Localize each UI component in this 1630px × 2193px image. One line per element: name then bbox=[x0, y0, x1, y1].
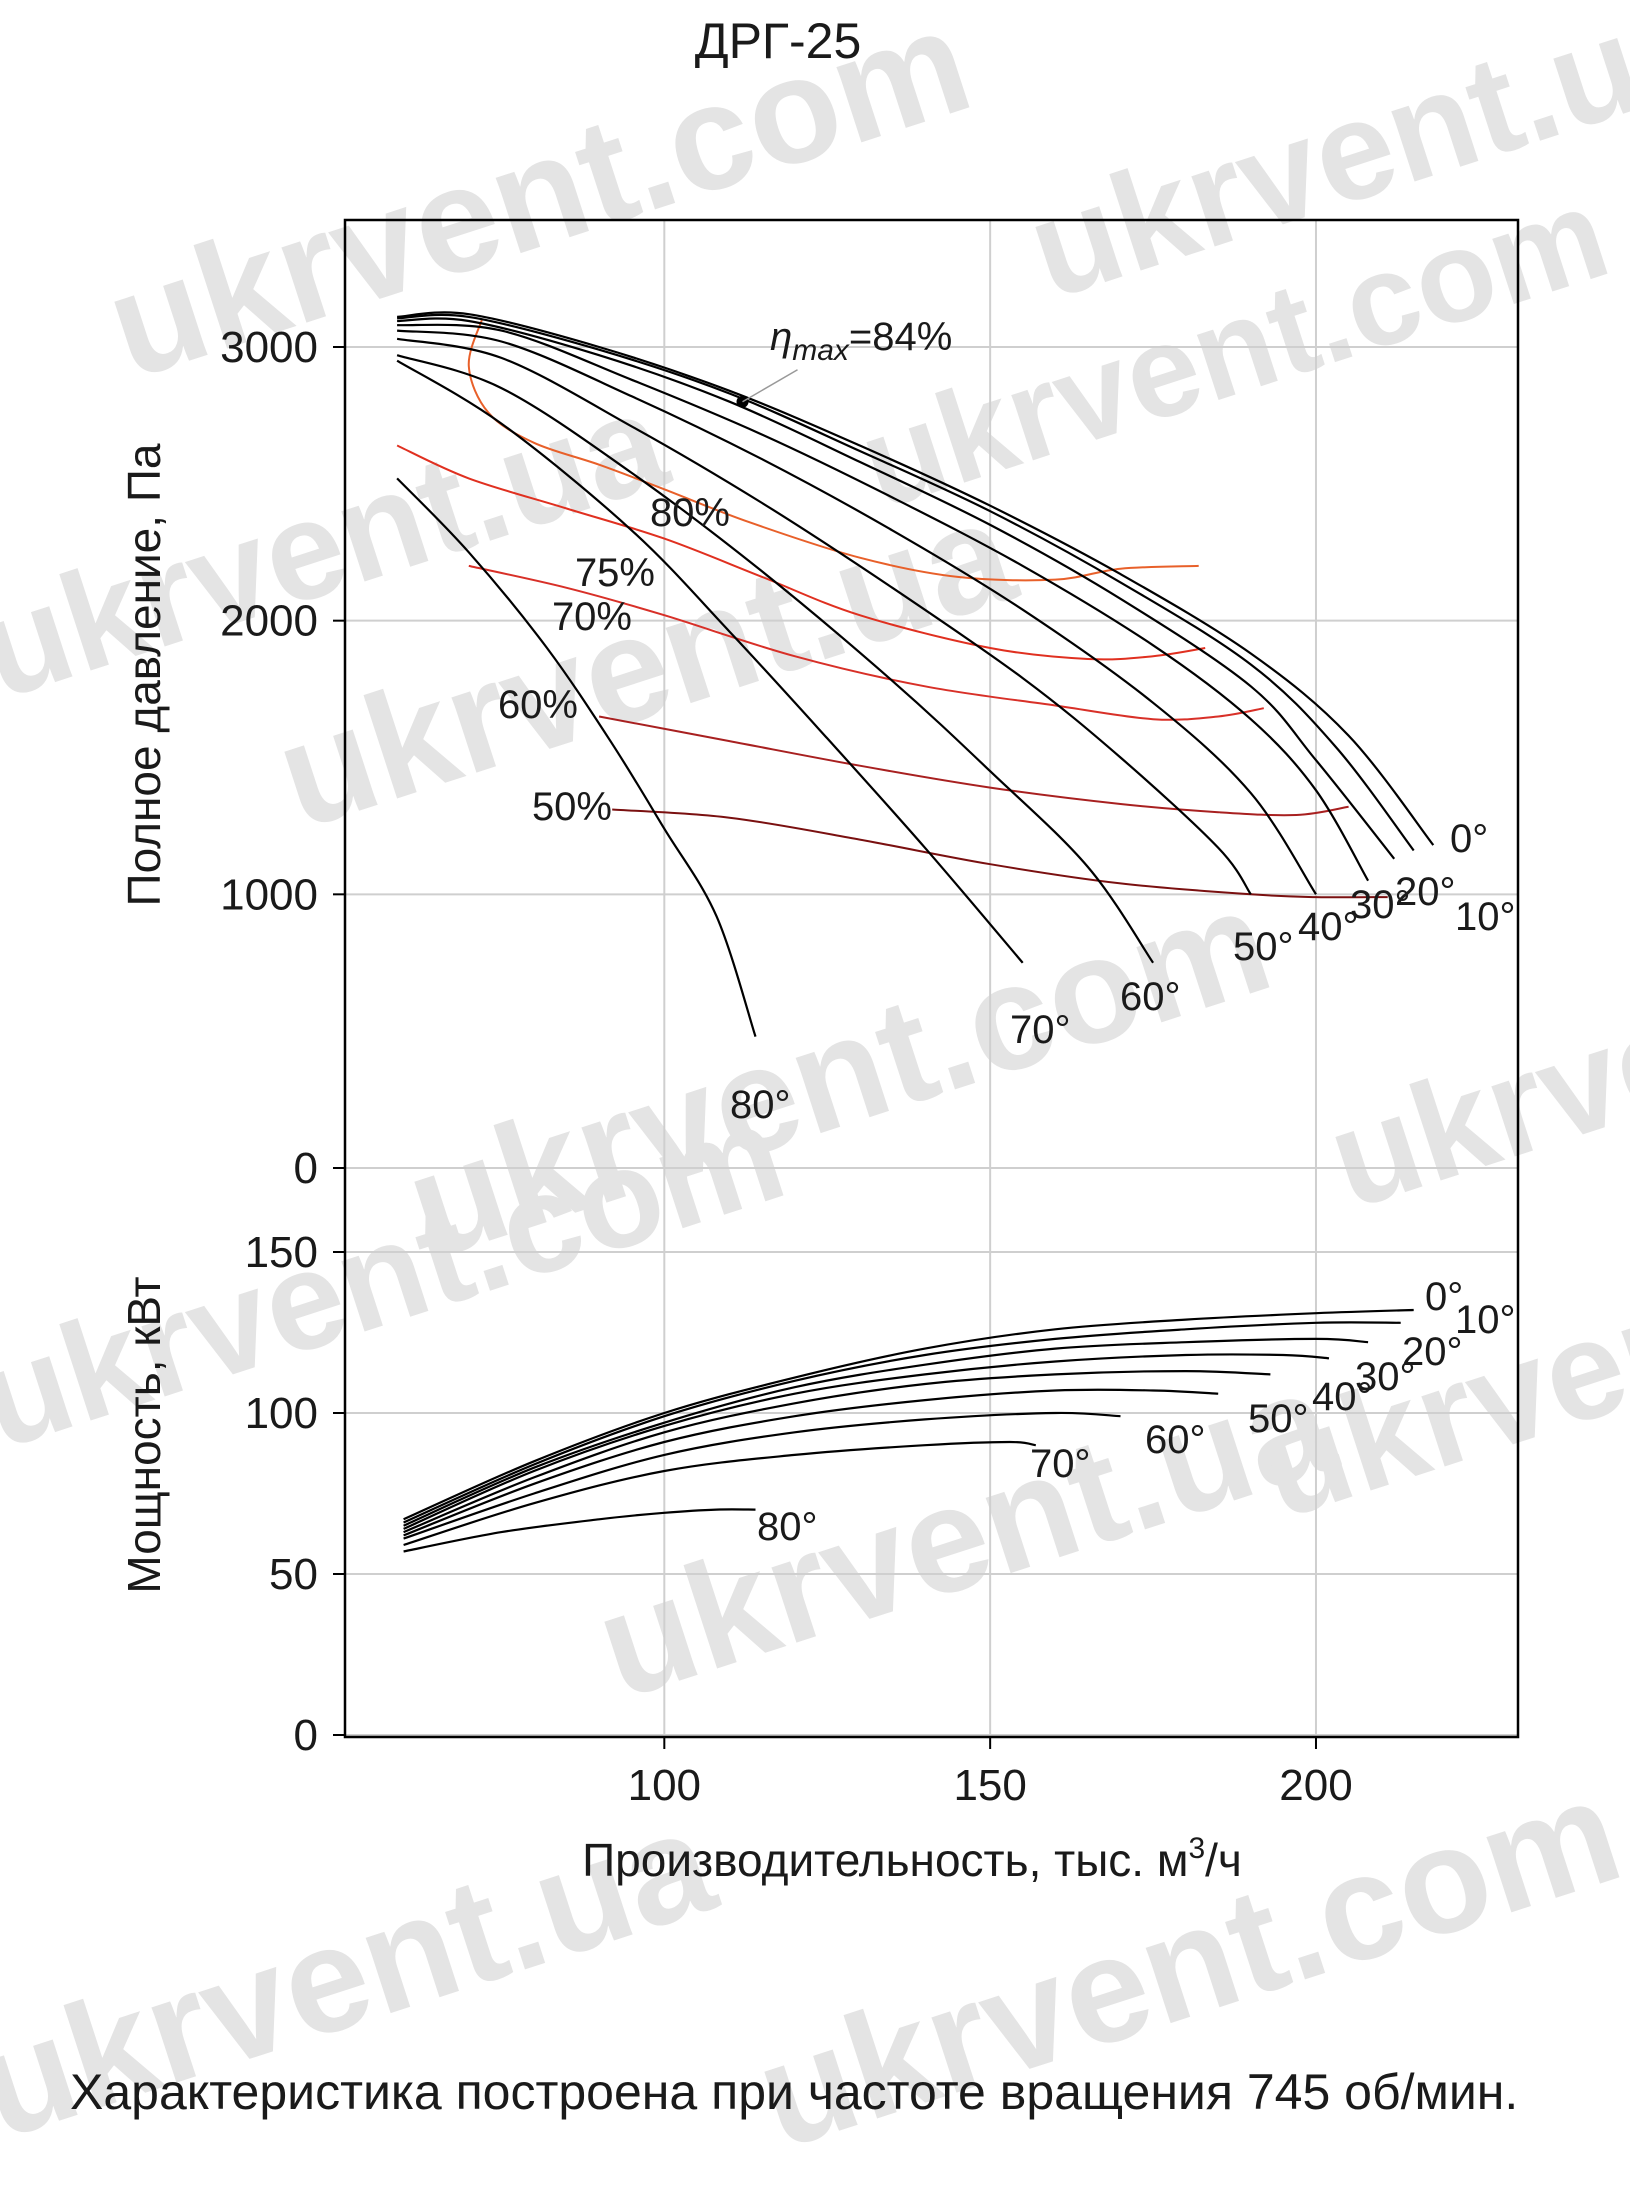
efficiency-label: 70% bbox=[552, 595, 632, 639]
y-tick-label-pressure: 3000 bbox=[220, 323, 318, 372]
pressure-curve-label: 30° bbox=[1350, 883, 1411, 927]
pressure-curve-label: 0° bbox=[1450, 817, 1488, 861]
y-tick-label-pressure: 1000 bbox=[220, 870, 318, 919]
pressure-curve-label: 70° bbox=[1010, 1008, 1071, 1052]
pressure-curve-label: 60° bbox=[1120, 975, 1181, 1019]
power-curve-70deg bbox=[403, 1440, 1036, 1547]
pressure-curve-70deg bbox=[396, 359, 1024, 964]
y-tick-label-power: 150 bbox=[245, 1228, 318, 1277]
pressure-curve-label: 10° bbox=[1455, 895, 1516, 939]
pressure-curve-40deg bbox=[396, 329, 1317, 895]
power-curve-label: 20° bbox=[1402, 1330, 1463, 1374]
x-tick-label: 200 bbox=[1279, 1761, 1352, 1810]
y-axis-title-power: Мощность, кВт bbox=[118, 1276, 170, 1593]
pressure-curve-10deg bbox=[397, 313, 1415, 852]
power-curve-label: 70° bbox=[1030, 1442, 1091, 1486]
power-curve-60deg bbox=[403, 1411, 1121, 1540]
pressure-curve-label: 40° bbox=[1298, 905, 1359, 949]
pressure-curve-20deg bbox=[397, 317, 1396, 860]
y-axis-title-pressure: Полное давление, Па bbox=[118, 443, 170, 906]
eta-max-label: ηmax=84% bbox=[770, 315, 952, 367]
y-tick-label-power: 100 bbox=[245, 1389, 318, 1438]
x-tick-label: 150 bbox=[953, 1761, 1026, 1810]
efficiency-curve-75pct bbox=[396, 444, 1206, 661]
efficiency-curve-70pct bbox=[468, 564, 1264, 721]
watermark-text: ukrvent.ua bbox=[578, 1336, 1353, 1731]
efficiency-label: 50% bbox=[532, 785, 612, 829]
power-curve-label: 10° bbox=[1455, 1298, 1516, 1342]
power-curve-label: 0° bbox=[1425, 1275, 1463, 1319]
y-tick-label-power: 0 bbox=[294, 1711, 318, 1760]
pressure-curve-50deg bbox=[396, 337, 1252, 895]
pressure-curve-label: 20° bbox=[1395, 870, 1456, 914]
power-curves bbox=[403, 1308, 1414, 1553]
power-curve-label: 30° bbox=[1355, 1355, 1416, 1399]
power-curve-label: 60° bbox=[1145, 1418, 1206, 1462]
characteristic-curves bbox=[396, 311, 1435, 1037]
y-tick-label-pressure: 2000 bbox=[220, 597, 318, 646]
power-curve-0deg bbox=[403, 1308, 1414, 1521]
efficiency-curve-50pct bbox=[612, 808, 1388, 899]
efficiency-curve-80pct bbox=[467, 319, 1199, 582]
efficiency-label: 80% bbox=[650, 491, 730, 535]
pressure-curve-80deg bbox=[396, 477, 757, 1037]
caption: Характеристика построена при частоте вра… bbox=[70, 2064, 1519, 2120]
power-curve-50deg bbox=[403, 1388, 1219, 1537]
eta-max-leader bbox=[742, 369, 798, 403]
pressure-curve-label: 50° bbox=[1233, 925, 1294, 969]
efficiency-label: 75% bbox=[575, 551, 655, 595]
pressure-curve-0deg bbox=[397, 311, 1435, 846]
grid bbox=[345, 220, 1518, 1737]
pressure-curve-30deg bbox=[397, 323, 1370, 882]
y-tick-label-power: 50 bbox=[269, 1550, 318, 1599]
chart-title: ДРГ-25 bbox=[695, 13, 862, 69]
power-curve-label: 80° bbox=[757, 1505, 818, 1549]
plot-frame bbox=[343, 218, 1520, 1739]
curve-labels: 80%75%70%60%50%0°10°20°30°40°50°60°70°80… bbox=[498, 315, 1516, 1549]
efficiency-curve-60pct bbox=[598, 715, 1349, 817]
power-curve-20deg bbox=[403, 1337, 1369, 1527]
x-tick-label: 100 bbox=[628, 1761, 701, 1810]
efficiency-curves bbox=[396, 319, 1388, 899]
pressure-curve-label: 80° bbox=[730, 1083, 791, 1127]
power-curve-80deg bbox=[403, 1508, 756, 1553]
power-curve-label: 40° bbox=[1312, 1375, 1373, 1419]
power-curve-10deg bbox=[403, 1321, 1401, 1524]
y-tick-label-pressure: 0 bbox=[294, 1144, 318, 1193]
pressure-curve-60deg bbox=[396, 354, 1155, 964]
efficiency-label: 60% bbox=[498, 683, 578, 727]
power-curve-30deg bbox=[403, 1353, 1330, 1530]
power-curve-label: 50° bbox=[1248, 1397, 1309, 1441]
x-axis-title: Производительность, тыс. м3/ч bbox=[582, 1832, 1242, 1886]
power-curve-40deg bbox=[403, 1369, 1271, 1534]
